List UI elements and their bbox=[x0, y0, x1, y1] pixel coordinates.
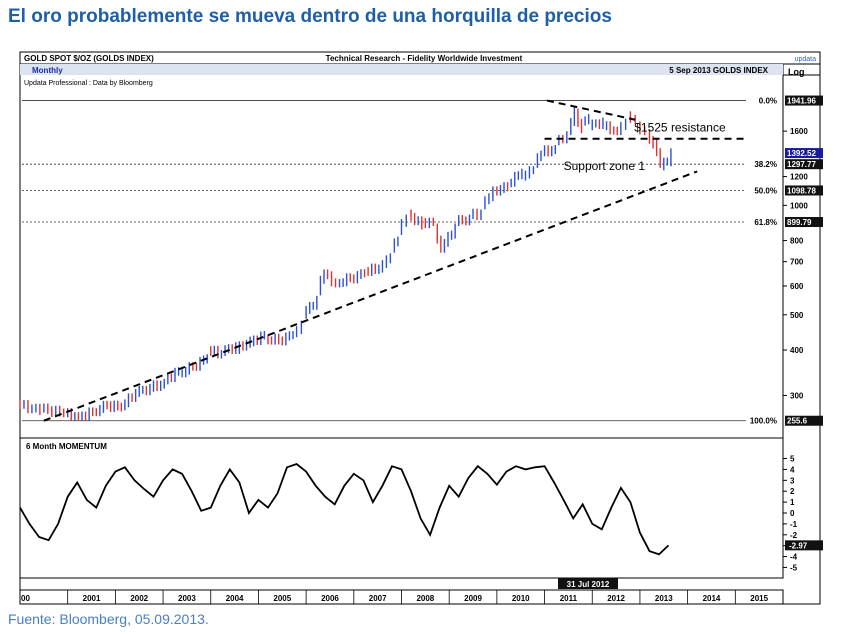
momentum-line bbox=[19, 462, 670, 556]
price-tag bbox=[785, 185, 823, 196]
x-marker-label: 31 Jul 2012 bbox=[567, 580, 610, 589]
momentum-value-label: -2.97 bbox=[789, 541, 808, 550]
x-tick-label: 2006 bbox=[321, 594, 339, 603]
momentum-tick-label: 4 bbox=[790, 465, 795, 474]
fib-label: 0.0% bbox=[759, 97, 777, 106]
momentum-tick-label: 3 bbox=[790, 476, 795, 485]
x-tick-label: 2007 bbox=[369, 594, 387, 603]
x-tick-label: 2002 bbox=[130, 594, 148, 603]
fib-label: 61.8% bbox=[754, 218, 777, 227]
y-tick-label: 1600 bbox=[790, 127, 808, 136]
fib-label: 100.0% bbox=[750, 417, 777, 426]
momentum-tick-label: -5 bbox=[790, 563, 798, 572]
x-tick-label: 2005 bbox=[273, 594, 291, 603]
header-left: GOLD SPOT $/OZ (GOLDS INDEX) bbox=[24, 54, 154, 63]
x-tick-label: 2014 bbox=[703, 594, 721, 603]
x-tick-label: 2012 bbox=[607, 594, 625, 603]
price-tag-label: 1941.96 bbox=[787, 97, 816, 106]
price-tag bbox=[785, 415, 823, 426]
x-tick-label: 2013 bbox=[655, 594, 673, 603]
date-index-label: 5 Sep 2013 GOLDS INDEX bbox=[669, 66, 768, 75]
price-y-axis: 300 400 500 600 700 800 1000 1200 1600 bbox=[783, 127, 808, 400]
price-tag bbox=[785, 159, 823, 170]
price-tags: 1941.96 1392.52 1297.77 1098.78 899.79 255.6 bbox=[785, 95, 823, 426]
momentum-tick-label: 0 bbox=[790, 509, 795, 518]
periodicity-label: Monthly bbox=[32, 66, 63, 75]
x-tick-label: 2011 bbox=[560, 594, 578, 603]
fib-lines: 0.0% 38.2% 50.0% 61.8% 100.0% bbox=[22, 97, 777, 426]
header-center: Technical Research - Fidelity Worldwide … bbox=[326, 54, 523, 63]
price-tag bbox=[785, 95, 823, 106]
trendline-support bbox=[43, 170, 698, 422]
y-tick-label: 300 bbox=[790, 391, 804, 400]
price-tag-label: 1098.78 bbox=[787, 186, 816, 195]
trendline-resistance bbox=[546, 99, 636, 121]
price-tag bbox=[785, 148, 823, 159]
price-tag-label: 1297.77 bbox=[787, 160, 816, 169]
fib-label: 50.0% bbox=[754, 186, 777, 195]
scale-label: Log bbox=[788, 67, 805, 77]
data-credit: Updata Professional : Data by Bloomberg bbox=[24, 80, 153, 87]
x-tick-label: 2008 bbox=[416, 594, 434, 603]
y-tick-label: 400 bbox=[790, 346, 804, 355]
trendlines bbox=[43, 99, 745, 422]
x-tick-label: 2015 bbox=[750, 594, 768, 603]
x-tick-label: 2003 bbox=[178, 594, 196, 603]
fib-label: 38.2% bbox=[754, 160, 777, 169]
source-note: Fuente: Bloomberg, 05.09.2013. bbox=[8, 611, 209, 627]
y-tick-label: 800 bbox=[790, 237, 804, 246]
price-tag-label: 1392.52 bbox=[787, 149, 816, 158]
momentum-value-tag bbox=[785, 540, 823, 551]
y-tick-label: 600 bbox=[790, 282, 804, 291]
momentum-tick-label: -4 bbox=[790, 553, 798, 562]
chart-annotation: $1525 resistance bbox=[634, 121, 726, 135]
x-tick-label: 2001 bbox=[83, 594, 101, 603]
momentum-tick-label: 2 bbox=[790, 487, 795, 496]
price-tag-label: 899.79 bbox=[787, 218, 812, 227]
price-tag-label: 255.6 bbox=[787, 417, 808, 426]
annotations: $1525 resistance Support zone 1 bbox=[564, 121, 726, 173]
y-tick-label: 700 bbox=[790, 258, 804, 267]
x-axis: 00 2001 2002 2003 2004 2005 2006 2007 2008 2009 20… bbox=[19, 590, 769, 604]
updata-logo: updata bbox=[795, 56, 817, 63]
y-tick-label: 1000 bbox=[790, 201, 808, 210]
momentum-tick-label: -2 bbox=[790, 531, 798, 540]
x-tick-label: 2010 bbox=[512, 594, 530, 603]
momentum-tick-label: -1 bbox=[790, 520, 798, 529]
chart-annotation: Support zone 1 bbox=[564, 159, 646, 173]
momentum-tick-label: 5 bbox=[790, 455, 795, 464]
y-tick-label: 500 bbox=[790, 311, 804, 320]
y-tick-label: 1200 bbox=[790, 173, 808, 182]
momentum-tick-label: 1 bbox=[790, 498, 795, 507]
price-candles bbox=[19, 106, 672, 422]
x-tick-label: 2009 bbox=[464, 594, 482, 603]
headline: El oro probablemente se mueva dentro de … bbox=[8, 6, 612, 27]
momentum-tag: -2.97 bbox=[785, 540, 823, 551]
momentum-title: 6 Month MOMENTUM bbox=[26, 442, 107, 451]
x-tick-label: 2004 bbox=[226, 594, 244, 603]
x-tick-label: 00 bbox=[21, 594, 30, 603]
price-tag bbox=[785, 217, 823, 228]
